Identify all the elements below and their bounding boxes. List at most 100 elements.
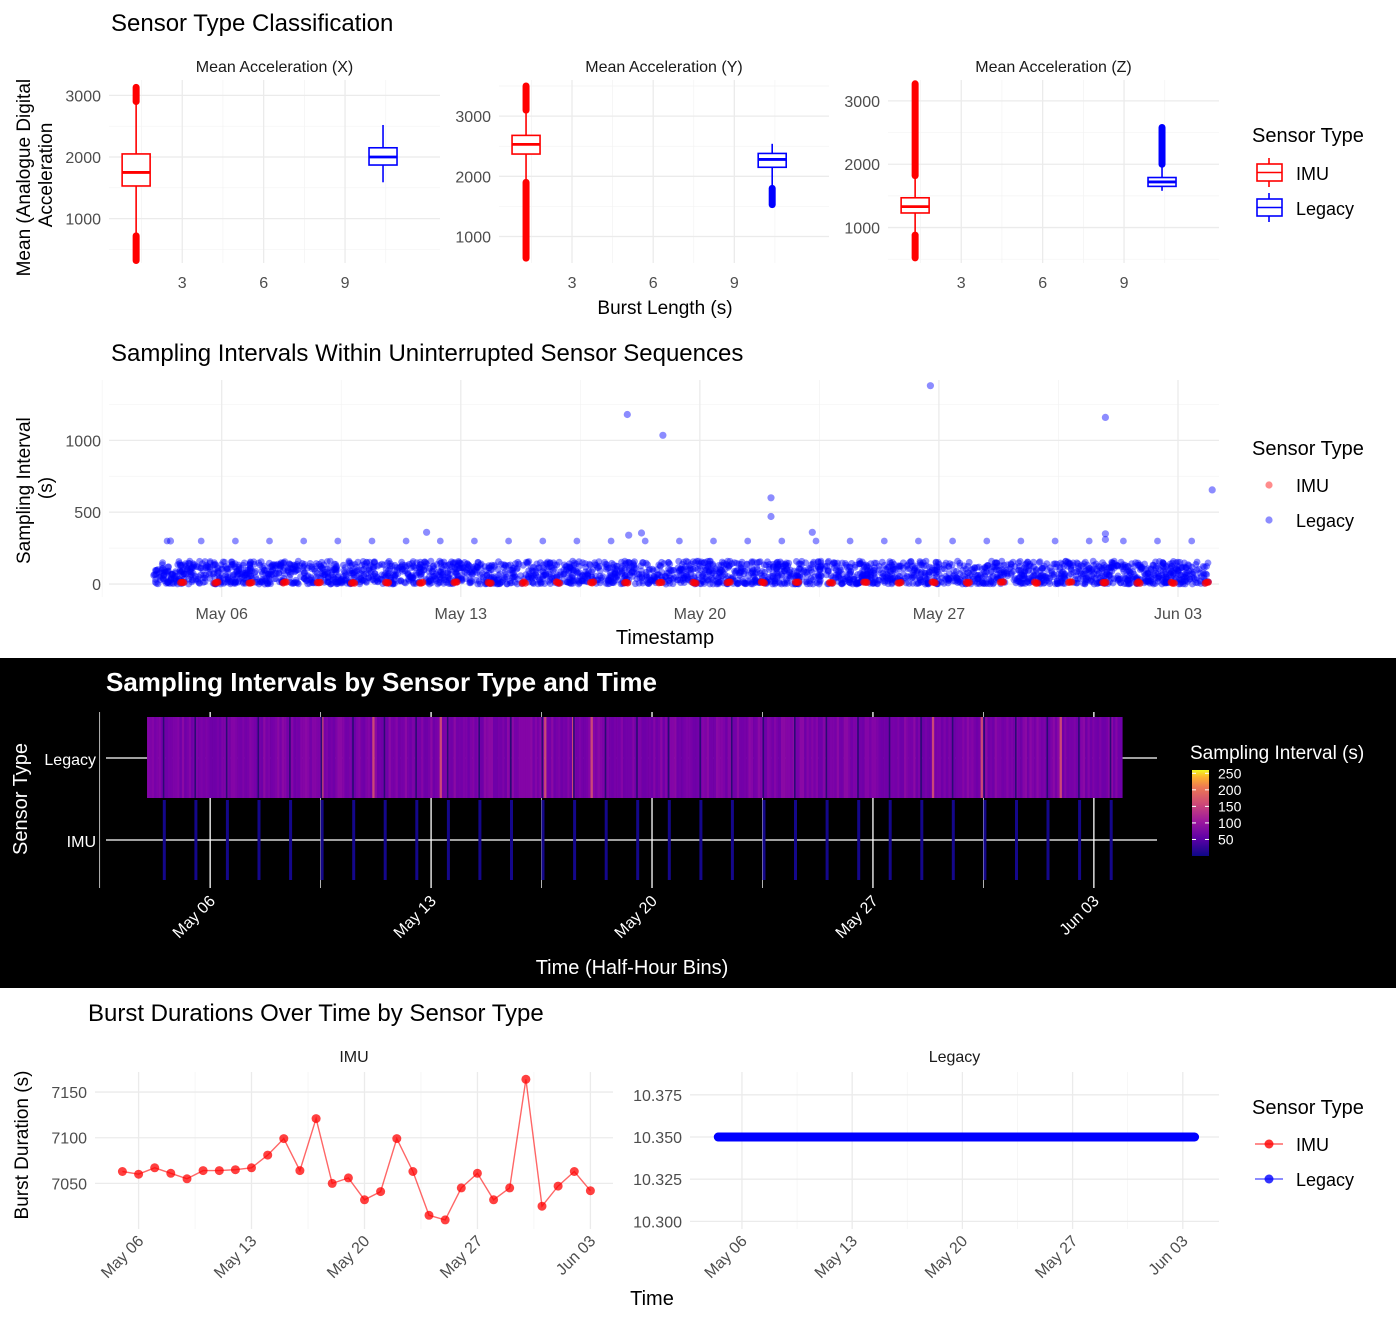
- legacy-point: [797, 566, 805, 573]
- legacy-point: [917, 576, 924, 584]
- legacy-point: [378, 560, 386, 568]
- heatmap-tile-legacy: [602, 717, 605, 798]
- heatmap-tile-legacy: [736, 717, 740, 798]
- legacy-point: [436, 576, 444, 584]
- legacy-point: [214, 564, 222, 572]
- heatmap-tile-legacy: [488, 717, 491, 798]
- legacy-point: [265, 572, 273, 579]
- panel-sensor-classification: Sensor Type Classification Mean (Analogu…: [14, 10, 1364, 319]
- heatmap-tile-legacy: [1041, 717, 1044, 798]
- series-point-imu: [360, 1195, 369, 1205]
- heatmap-tile-legacy: [583, 717, 587, 798]
- legacy-point: [1147, 566, 1155, 573]
- heatmap-tile-legacy: [191, 717, 194, 798]
- legacy-point: [1009, 558, 1017, 566]
- y-tick-label: 1000: [65, 433, 101, 450]
- heatmap-tile-legacy: [311, 717, 315, 798]
- legacy-point: [1046, 580, 1054, 587]
- legacy-point: [921, 580, 929, 588]
- heatmap-tile-legacy: [931, 717, 935, 798]
- legacy-point: [994, 562, 1001, 570]
- legacy-point: [1171, 565, 1179, 572]
- legacy-point: [380, 561, 388, 569]
- legacy-point: [1036, 558, 1044, 565]
- legacy-point: [317, 562, 324, 570]
- legacy-point: [612, 569, 619, 577]
- legacy-point: [602, 560, 609, 568]
- legacy-point: [1077, 575, 1084, 582]
- heatmap-tile-legacy: [425, 717, 429, 798]
- heatmap-tile-legacy: [439, 717, 443, 798]
- legacy-point: [838, 580, 845, 587]
- x-tick-label: 9: [1120, 275, 1129, 292]
- heatmap-tile-legacy: [304, 717, 308, 798]
- legacy-point: [548, 564, 556, 572]
- x-tick-label: May 27: [913, 606, 966, 623]
- legacy-point: [1021, 580, 1029, 587]
- heatmap-tile-legacy: [975, 717, 979, 798]
- heatmap-tile-legacy: [1087, 717, 1091, 798]
- heatmap-tile-legacy: [836, 717, 840, 798]
- legacy-point: [1182, 564, 1190, 571]
- panel1-legend-key-imu: [1256, 158, 1283, 187]
- legacy-point: [674, 564, 682, 572]
- legacy-point: [850, 575, 858, 583]
- panel4-legend-title: Sensor Type: [1252, 1097, 1364, 1119]
- legacy-point: [464, 563, 471, 571]
- legacy-point: [392, 571, 400, 579]
- legacy-point: [1166, 571, 1173, 579]
- legacy-point: [1024, 558, 1031, 566]
- legacy-point: [1193, 558, 1201, 566]
- legacy-point: [932, 566, 939, 574]
- legacy-point: [235, 561, 243, 569]
- legacy-point: [975, 571, 982, 579]
- legacy-point: [1020, 570, 1028, 578]
- x-tick-label: May 20: [922, 1233, 971, 1282]
- legacy-point: [335, 572, 342, 580]
- legacy-point: [1201, 563, 1208, 571]
- x-tick-label: 9: [341, 275, 350, 292]
- legacy-point: [709, 560, 717, 568]
- series-point-legacy: [1186, 1132, 1196, 1142]
- legacy-point: [897, 562, 905, 570]
- heatmap-tile-legacy: [885, 717, 889, 798]
- heatmap-tile-legacy: [880, 717, 884, 798]
- legacy-point: [180, 570, 188, 578]
- series-point-legacy: [831, 1132, 841, 1142]
- imu-point: [897, 578, 905, 587]
- legacy-point: [953, 568, 960, 575]
- legacy-point: [409, 574, 416, 582]
- legacy-point: [581, 572, 589, 580]
- legacy-point: [550, 565, 558, 573]
- legacy-point: [650, 573, 658, 580]
- heatmap-tile-legacy: [372, 717, 375, 798]
- legacy-point: [557, 571, 564, 579]
- heatmap-tile-legacy: [987, 717, 991, 798]
- heatmap-tile-legacy: [565, 717, 568, 798]
- legacy-point: [846, 570, 853, 578]
- legacy-point: [1085, 573, 1093, 581]
- legacy-outlier-point: [767, 494, 775, 502]
- legacy-point: [539, 561, 547, 569]
- heatmap-tile-legacy: [609, 717, 612, 798]
- heatmap-tile-legacy: [1068, 717, 1072, 798]
- heatmap-tile-legacy: [985, 717, 988, 798]
- legacy-point: [1094, 571, 1101, 578]
- legacy-point: [658, 569, 666, 576]
- legacy-point: [1016, 558, 1024, 565]
- legacy-point: [773, 575, 780, 583]
- imu-point: [590, 578, 598, 586]
- legacy-point: [979, 580, 987, 587]
- series-point-legacy: [887, 1132, 896, 1142]
- legacy-point: [603, 565, 610, 573]
- legacy-point: [218, 566, 226, 573]
- legacy-point: [334, 579, 342, 586]
- heatmap-tile-imu: [951, 800, 955, 880]
- heatmap-tile-imu: [510, 800, 513, 880]
- legacy-point: [175, 558, 183, 565]
- heatmap-tile-legacy: [620, 717, 624, 798]
- series-line-imu: [122, 1079, 591, 1221]
- legacy-point: [319, 565, 327, 572]
- legacy-point: [803, 568, 811, 576]
